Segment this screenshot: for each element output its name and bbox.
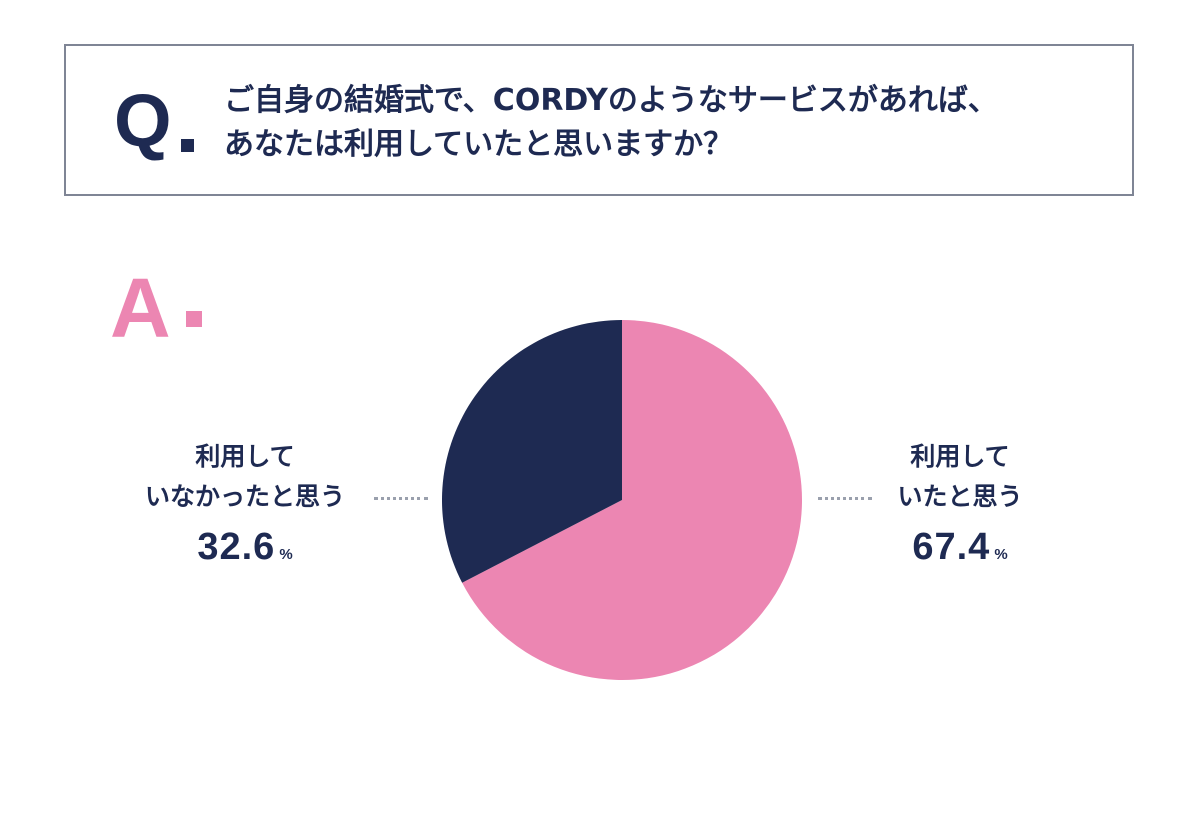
slice-value-not-use: 32.6: [197, 526, 276, 568]
slice-label-not-use: 利用して いなかったと思う 32.6%: [120, 437, 370, 577]
pie-slice-use: [462, 320, 802, 680]
question-text: ご自身の結婚式で、CORDYのようなサービスがあれば、 あなたは利用していたと思…: [224, 79, 998, 167]
answer-mark-dot: [186, 311, 202, 327]
question-box: Q ご自身の結婚式で、CORDYのようなサービスがあれば、 あなたは利用していた…: [64, 44, 1134, 196]
slice-label-not-use-line-2: いなかったと思う: [144, 482, 345, 511]
answer-mark: A: [110, 261, 171, 355]
slice-value-use: 67.4: [912, 526, 991, 568]
slice-unit-not-use: %: [279, 546, 293, 563]
question-mark-dot: [181, 139, 194, 152]
slice-unit-use: %: [994, 546, 1008, 563]
slice-label-use-line-2: いたと思う: [897, 482, 1023, 511]
leader-line-right: [818, 497, 872, 500]
question-line-1: ご自身の結婚式で、CORDYのようなサービスがあれば、: [224, 83, 998, 118]
slice-label-use: 利用して いたと思う 67.4%: [872, 437, 1048, 577]
slice-label-use-line-1: 利用して: [910, 442, 1010, 471]
pie-slice-not-use: [442, 320, 622, 583]
leader-line-left: [374, 497, 428, 500]
slice-label-not-use-line-1: 利用して: [195, 442, 295, 471]
slice-value-row-use: 67.4%: [872, 525, 1048, 577]
slice-value-row-not-use: 32.6%: [120, 525, 370, 577]
question-mark: Q: [114, 79, 172, 162]
question-line-2: あなたは利用していたと思いますか？: [224, 127, 734, 162]
